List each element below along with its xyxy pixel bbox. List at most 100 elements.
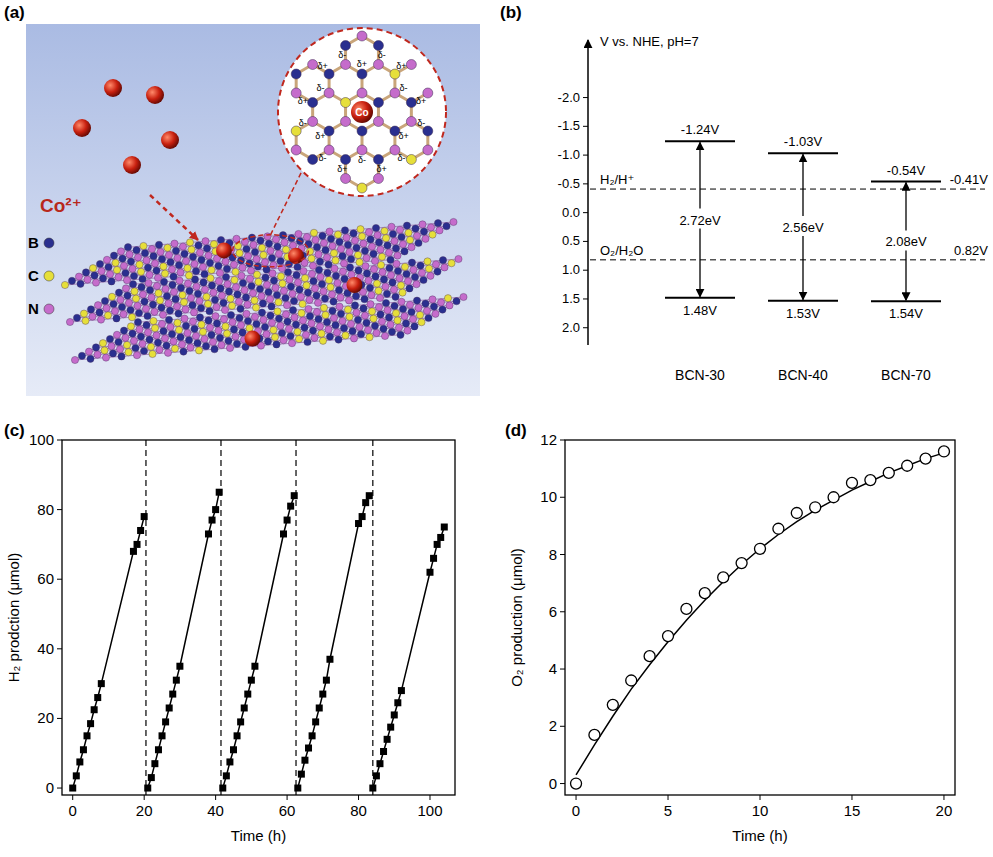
atom — [270, 262, 277, 269]
atom — [156, 297, 163, 304]
atom — [133, 247, 140, 254]
atom — [411, 273, 418, 280]
atom — [361, 296, 368, 303]
atom — [270, 277, 277, 284]
atom — [373, 41, 383, 51]
atom — [175, 262, 182, 269]
atom — [102, 354, 109, 361]
atom — [406, 117, 416, 127]
atom — [120, 262, 127, 269]
atom — [333, 329, 340, 336]
atom — [126, 251, 133, 258]
atom — [203, 245, 210, 252]
atom — [296, 286, 303, 293]
atom — [388, 328, 395, 335]
atom — [427, 272, 434, 279]
atom — [308, 117, 318, 127]
atom — [281, 239, 288, 246]
atom — [398, 233, 405, 240]
atom — [308, 98, 318, 108]
atom — [261, 259, 268, 266]
atom — [99, 340, 106, 347]
atom — [275, 250, 282, 257]
atom — [351, 302, 358, 309]
atom — [205, 317, 212, 324]
atom — [155, 241, 162, 248]
atom — [404, 327, 411, 334]
atom — [314, 299, 321, 306]
atom — [330, 298, 337, 305]
atom — [125, 299, 132, 306]
atom — [132, 344, 139, 351]
atom — [96, 309, 103, 316]
atom — [420, 276, 427, 283]
atom — [146, 336, 153, 343]
atom — [155, 290, 162, 297]
atom — [127, 258, 134, 265]
atom — [334, 279, 341, 286]
atom — [282, 246, 289, 253]
atom — [291, 145, 301, 155]
atom — [341, 98, 351, 108]
atom — [154, 274, 161, 281]
atom — [417, 262, 424, 269]
atom — [113, 266, 120, 273]
atom — [141, 250, 148, 257]
atom — [309, 262, 316, 269]
atom — [127, 323, 134, 330]
atom — [342, 332, 349, 339]
atom — [268, 254, 275, 261]
atom — [259, 300, 266, 307]
inset — [278, 28, 446, 196]
atom — [163, 342, 170, 349]
atom — [354, 251, 361, 258]
atom — [280, 337, 287, 344]
atom — [353, 309, 360, 316]
atom — [225, 288, 232, 295]
atom — [252, 304, 259, 311]
atom — [303, 233, 310, 240]
atom — [255, 278, 262, 285]
atom — [289, 290, 296, 297]
atom — [260, 316, 267, 323]
atom — [120, 311, 127, 318]
atom — [298, 310, 305, 317]
atom — [140, 347, 147, 354]
atom — [144, 264, 151, 271]
atom — [336, 303, 343, 310]
atom — [268, 303, 275, 310]
atom — [172, 296, 179, 303]
atom — [132, 295, 139, 302]
atom — [391, 302, 398, 309]
atom — [329, 307, 336, 314]
atom — [181, 250, 188, 257]
atom — [363, 254, 370, 261]
atom — [131, 288, 138, 295]
atom — [424, 258, 431, 265]
atom — [326, 228, 333, 235]
atom — [160, 328, 167, 335]
atom — [363, 270, 370, 277]
atom — [325, 276, 332, 283]
atom — [311, 285, 318, 292]
atom — [272, 284, 279, 291]
atom — [186, 239, 193, 246]
atom — [444, 295, 451, 302]
atom — [97, 316, 104, 323]
atom — [164, 349, 171, 356]
atom — [302, 331, 309, 338]
atom — [357, 145, 367, 155]
atom — [386, 264, 393, 271]
legend-swatch — [44, 238, 54, 248]
atom — [130, 337, 137, 344]
atom — [99, 275, 106, 282]
atom — [293, 272, 300, 279]
atom — [253, 256, 260, 263]
atom — [168, 331, 175, 338]
atom — [108, 343, 115, 350]
atom — [380, 276, 387, 283]
atom — [184, 265, 191, 272]
atom — [392, 245, 399, 252]
atom — [146, 271, 153, 278]
atom — [360, 305, 367, 312]
